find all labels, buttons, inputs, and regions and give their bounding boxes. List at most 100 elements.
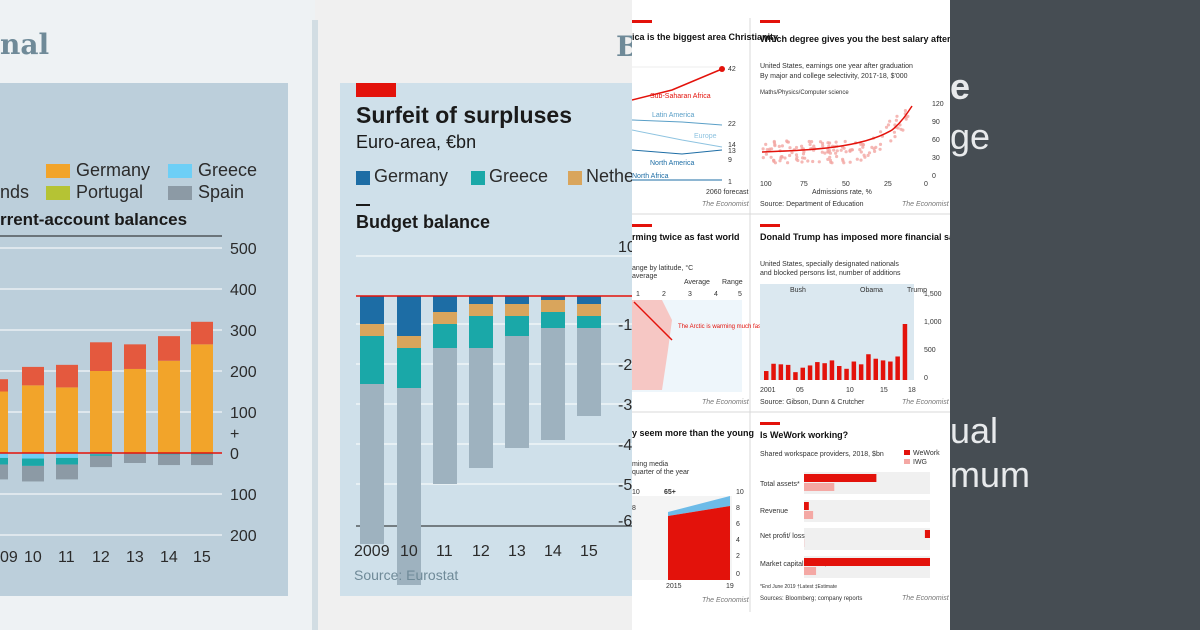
scatter-point: [800, 160, 804, 164]
scatter-point: [821, 144, 825, 148]
scatter-point: [894, 118, 898, 122]
scatter-point: [764, 142, 768, 146]
scatter-point: [850, 148, 854, 152]
panel-heading: nal: [0, 28, 50, 61]
value-label: 22: [728, 121, 736, 128]
era-label: Trump: [907, 287, 927, 294]
scatter-point: [886, 123, 891, 127]
y-tick: 0: [230, 446, 239, 463]
scatter-point: [888, 119, 892, 123]
value-label: 13: [728, 148, 736, 155]
series-label: Sub-Saharan Africa: [650, 93, 711, 100]
y-tick: -60: [618, 513, 632, 530]
right-axis: 10 -10 -20 -30 -40 -50 -60: [618, 239, 632, 530]
footnote: *End June 2019 †Latest ‡Estimate: [760, 584, 837, 590]
x-tick: 15: [193, 549, 211, 566]
scatter-point: [861, 145, 865, 149]
bar-wework: [804, 502, 809, 510]
x-tick: 13: [508, 543, 526, 560]
bar-wework: [804, 474, 877, 482]
scatter-point: [844, 150, 848, 154]
y-tick: 4: [736, 537, 740, 544]
bar-spain: [577, 328, 601, 416]
red-tag: [760, 224, 780, 227]
source-note: Source: Eurostat: [354, 567, 458, 583]
panel-divider: [312, 20, 318, 630]
y-tick: 90: [932, 119, 940, 126]
chart-collage: ica is the biggest area Christianity Sub…: [632, 18, 950, 612]
bar-sanctions: [822, 363, 827, 380]
scatter-point: [765, 148, 769, 152]
bar-spain: [56, 464, 78, 480]
y-tick: 30: [932, 155, 940, 162]
y-tick: 8: [736, 505, 740, 512]
x-tick: 1: [636, 291, 640, 298]
bar-portugal: [0, 457, 8, 465]
bar-netherlands: [541, 300, 565, 312]
bar-greece: [0, 453, 8, 458]
scatter-point: [764, 152, 768, 156]
x-tick: 3: [688, 291, 692, 298]
x-tick: 4: [714, 291, 718, 298]
bar-sanctions: [895, 356, 900, 380]
scatter-point: [788, 146, 792, 150]
scatter-point: [780, 144, 784, 148]
scatter-point: [777, 144, 781, 148]
headline-fragment: e: [950, 66, 971, 107]
x-tick: 50: [842, 181, 850, 188]
credit: The Economist: [902, 595, 950, 602]
bars: [0, 321, 213, 482]
x-tick: 2001: [760, 387, 776, 394]
bar-greece: [577, 316, 601, 328]
scatter-point: [828, 151, 832, 155]
x-tick: 09: [0, 549, 18, 566]
bars: [804, 474, 930, 575]
scatter-point: [859, 158, 863, 162]
bar-netherlands: [191, 321, 213, 345]
bar-greece: [360, 336, 384, 384]
bar-sanctions: [837, 366, 842, 380]
x-tick: 14: [544, 543, 562, 560]
scatter-point: [811, 159, 815, 164]
credit: The Economist: [702, 597, 750, 604]
legend-netherlands: nds: [0, 182, 30, 202]
value-label: 9: [728, 157, 732, 164]
bar-sanctions: [858, 364, 864, 380]
scatter-point: [903, 109, 907, 113]
bar-netherlands: [397, 336, 421, 348]
headline-fragment: ge: [950, 116, 991, 157]
christianity-chart: ica is the biggest area Christianity Sub…: [632, 20, 778, 208]
bar-greece: [469, 316, 493, 348]
series-label: North America: [650, 160, 694, 167]
warming-chart: rming twice as fast world ange by latitu…: [632, 224, 827, 406]
scatter-point: [773, 144, 777, 148]
scatter-point: [773, 161, 777, 165]
series-label: Europe: [694, 133, 717, 140]
scatter-point: [889, 139, 893, 143]
scatter-point: [892, 130, 896, 134]
bar-spain: [22, 465, 44, 482]
chart-title: rming twice as fast world: [632, 232, 740, 242]
bar-sanctions: [764, 371, 769, 380]
era-label: Bush: [790, 287, 806, 294]
legend-wework: WeWork: [913, 450, 940, 457]
scatter-point: [835, 154, 839, 159]
chart-title: Which degree gives you the best salary a…: [760, 34, 950, 44]
scatter-point: [884, 125, 889, 129]
x-tick: 10: [24, 549, 42, 566]
bar-sanctions: [866, 354, 871, 380]
bar-greece: [541, 312, 565, 328]
budget-chart: 2009 10 11 12 13 14 15 Source: Eurostat: [354, 255, 632, 585]
scatter-point: [873, 149, 877, 153]
bar-greece: [56, 453, 78, 458]
x-tick: 2: [662, 291, 666, 298]
bar-greece: [397, 348, 421, 388]
sanctions-chart: Donald Trump has imposed more financial …: [760, 224, 950, 406]
x-tick: 2015: [666, 583, 682, 590]
scatter-point: [794, 153, 799, 157]
y-tick: 300: [230, 323, 257, 340]
row-label: Total assets*: [760, 481, 800, 488]
y-tick: 0: [924, 375, 928, 382]
bar-sanctions: [800, 367, 805, 380]
bar-netherlands: [0, 379, 8, 392]
